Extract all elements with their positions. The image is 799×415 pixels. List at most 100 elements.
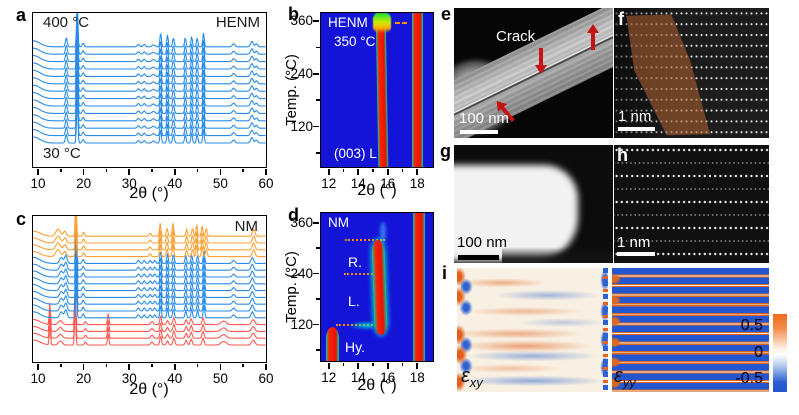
axis-tick (82, 364, 85, 370)
axis-tick (242, 168, 244, 172)
axis-tick-label: 12 (321, 369, 337, 385)
xrd-curve (33, 25, 266, 70)
panel-label-e: e (441, 4, 452, 24)
axis-tick-label: 30 (121, 370, 137, 386)
xaxis-label-d: 2θ (°) (357, 377, 397, 394)
annotation-material-henm: HENM (215, 14, 260, 31)
axis-tick-label: 60 (258, 370, 274, 386)
xrd-curve (33, 217, 266, 251)
axis-tick-label: 20 (76, 175, 92, 191)
strain-map-exy: εxy (457, 268, 608, 392)
heatmap-nm-material: NM (328, 215, 349, 230)
panel-label-g: g (440, 141, 451, 161)
tem-image-crack: Crack 100 nm (454, 8, 613, 138)
axis-tick-label: 60 (258, 175, 274, 191)
annotation-temp-top: 400 °C (43, 14, 90, 31)
heatmap-feature-dash (402, 21, 407, 25)
xrd-curve (33, 84, 266, 129)
scalebar-f (618, 127, 655, 131)
heatmap-nm-canvas (321, 213, 433, 361)
axis-tick-label: 40 (167, 370, 183, 386)
heatmap-feature-wisp (379, 221, 387, 244)
axis-tick (219, 169, 222, 175)
colorbar-tick-max: 0.5 (740, 317, 763, 334)
xrd-curve (33, 216, 266, 244)
xrd-curves (33, 216, 266, 346)
heatmap-feature-dash (395, 21, 401, 25)
strain-label-eyy: εyy (614, 366, 636, 389)
xrd-curve (33, 278, 266, 319)
xrd-curve (33, 224, 266, 264)
axis-tick (416, 363, 419, 369)
axis-tick (316, 298, 320, 300)
xrd-curve (33, 33, 266, 77)
axis-tick (174, 169, 176, 175)
xrd-curve (33, 77, 266, 122)
heatmap-nm: NM R. L. Hy. 12 14 16 18 360 240 120 (290, 212, 434, 384)
xrd-curve (33, 216, 266, 238)
xrd-curve (33, 92, 266, 137)
xrd-curve (33, 13, 266, 55)
axis-tick (401, 362, 404, 366)
axis-tick (313, 72, 319, 75)
panel-label-a: a (16, 5, 27, 25)
phase-label-hydrated: Hy. (345, 339, 365, 355)
stem-image-nm: h 1 nm (614, 145, 769, 263)
axis-tick (128, 364, 130, 370)
axis-tick-label: 10 (30, 370, 46, 386)
phase-label-layered: L. (348, 293, 360, 309)
axis-tick (37, 364, 39, 370)
axis-tick-label: 360 (290, 12, 313, 28)
axis-tick (372, 362, 374, 366)
epsilon-symbol: ε (614, 365, 623, 387)
axis-tick-label: 18 (409, 175, 425, 191)
axis-tick (128, 169, 130, 175)
axis-tick-label: 14 (350, 369, 366, 385)
particle-bright-region (454, 165, 578, 261)
heatmap-henm-annotation: 350 °C (334, 34, 376, 49)
axis-tick (401, 168, 404, 172)
axis-tick (219, 364, 222, 370)
axis-tick (386, 363, 389, 369)
colorbar-tick-min: -0.5 (735, 370, 763, 387)
axis-tick (242, 363, 244, 367)
axis-tick (105, 363, 108, 367)
tem-image-intact: 100 nm (454, 145, 613, 263)
heatmap-feature-blob (371, 239, 388, 336)
axis-tick (196, 363, 199, 367)
xrd-curve (33, 305, 266, 346)
axis-tick-label: 16 (380, 175, 396, 191)
heatmap-henm-peak-label: (003) L (334, 145, 377, 161)
strain-map-eyy: εyy (612, 268, 769, 392)
xrd-plot-nm: NM 10 20 30 40 50 60 (31, 215, 274, 385)
axis-tick (357, 169, 360, 175)
xaxis-label-b: 2θ (°) (357, 182, 397, 199)
axis-tick-label: 40 (167, 175, 183, 191)
axis-tick (265, 169, 267, 175)
xrd-curve (33, 285, 266, 326)
heatmap-feature-dotline (345, 238, 385, 243)
heatmap-henm: HENM 350 °C (003) L 12 14 16 18 360 240 120 (290, 12, 434, 190)
xrd-plot-henm: 400 °C HENM 30 °C 10 20 30 40 50 60 (31, 12, 274, 190)
arrow-down-icon (535, 48, 547, 74)
xrd-curve (33, 62, 266, 107)
colorbar-tick-zero: 0 (754, 344, 763, 361)
scalebar-g (458, 255, 499, 260)
axis-tick (196, 168, 199, 172)
scalebar-label-h: 1 nm (617, 234, 651, 251)
axis-tick (60, 363, 62, 367)
colorbar (773, 314, 787, 392)
axis-tick (151, 363, 153, 367)
axis-tick-label: 10 (30, 175, 46, 191)
axis-tick (313, 20, 319, 22)
axis-tick-label: 360 (290, 214, 313, 230)
axis-tick-label: 14 (350, 175, 366, 191)
xrd-curve (33, 99, 266, 144)
shade-overlay (501, 247, 613, 263)
axis-tick (386, 169, 389, 175)
axis-tick (316, 247, 320, 249)
heatmap-feature-vband (412, 13, 424, 167)
axis-tick-label: 20 (76, 370, 92, 386)
scalebar-h (617, 252, 655, 256)
